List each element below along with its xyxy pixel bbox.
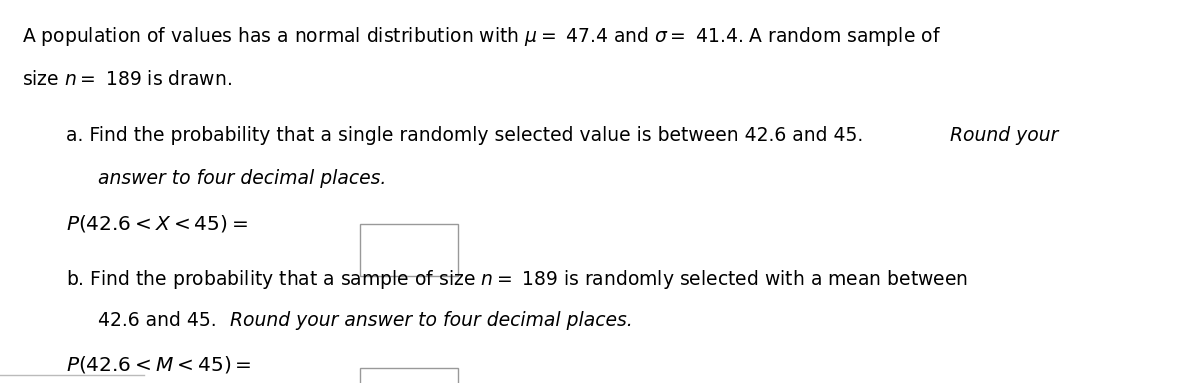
- Text: b. Find the probability that a sample of size $n =$ 189 is randomly selected wit: b. Find the probability that a sample of…: [66, 268, 968, 291]
- Text: size $n =$ 189 is drawn.: size $n =$ 189 is drawn.: [22, 70, 232, 89]
- FancyBboxPatch shape: [360, 368, 458, 383]
- Text: 42.6 and 45.: 42.6 and 45.: [98, 311, 223, 330]
- Text: answer to four decimal places.: answer to four decimal places.: [98, 169, 386, 188]
- Text: a. Find the probability that a single randomly selected value is between 42.6 an: a. Find the probability that a single ra…: [66, 126, 869, 145]
- FancyBboxPatch shape: [360, 224, 458, 276]
- Text: $P(42.6 < M < 45) =$: $P(42.6 < M < 45) =$: [66, 354, 252, 375]
- Text: $P(42.6 < X < 45) =$: $P(42.6 < X < 45) =$: [66, 213, 248, 234]
- Text: Round your answer to four decimal places.: Round your answer to four decimal places…: [230, 311, 634, 330]
- Text: Round your: Round your: [950, 126, 1058, 145]
- Text: A population of values has a normal distribution with $\mu =$ 47.4 and $\sigma =: A population of values has a normal dist…: [22, 25, 941, 48]
